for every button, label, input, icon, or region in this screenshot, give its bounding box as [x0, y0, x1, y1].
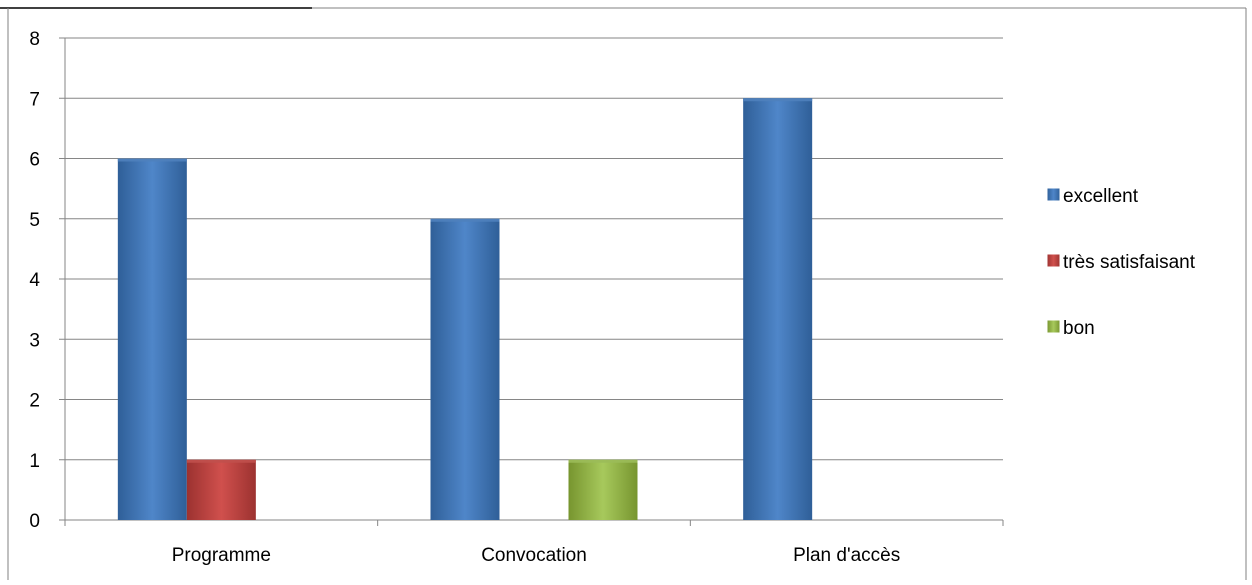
legend-label: excellent [1063, 186, 1139, 207]
axes [59, 37, 1004, 526]
y-tick-label: 4 [29, 270, 40, 291]
legend-swatch [1046, 253, 1061, 268]
bar-top-edge [430, 218, 500, 222]
bar-top-edge [117, 158, 187, 162]
y-tick-label: 8 [29, 29, 40, 50]
bar-top-edge [186, 459, 256, 463]
y-tick-label: 7 [29, 89, 40, 110]
bar-top-edge [568, 459, 638, 463]
axis-labels: 0 1 2 3 4 5 6 7 8 Programme Convocation Plan d'accè… [29, 29, 900, 566]
y-tick-label: 5 [29, 210, 40, 231]
bar-top-edge [743, 98, 813, 102]
bar-excellent [743, 98, 813, 520]
y-tick-label: 0 [29, 511, 40, 532]
bar-bon [568, 459, 638, 520]
bar-excellent [117, 158, 187, 520]
x-tick-label: Convocation [481, 545, 587, 566]
y-tick-label: 1 [29, 451, 40, 472]
legend-label: très satisfaisant [1063, 252, 1196, 273]
bar-très-satisfaisant [186, 459, 256, 520]
y-tick-label: 6 [29, 150, 40, 171]
x-tick-label: Programme [172, 545, 271, 566]
bars [117, 98, 813, 520]
y-tick-label: 2 [29, 391, 40, 412]
bar-excellent [430, 218, 500, 520]
legend-label: bon [1063, 318, 1095, 339]
legend-swatch [1046, 187, 1061, 202]
legend-swatch [1046, 319, 1061, 334]
y-tick-label: 3 [29, 330, 40, 351]
gridlines [65, 37, 1003, 461]
x-tick-label: Plan d'accès [793, 545, 900, 566]
legend: excellent très satisfaisant bon [1046, 186, 1196, 339]
